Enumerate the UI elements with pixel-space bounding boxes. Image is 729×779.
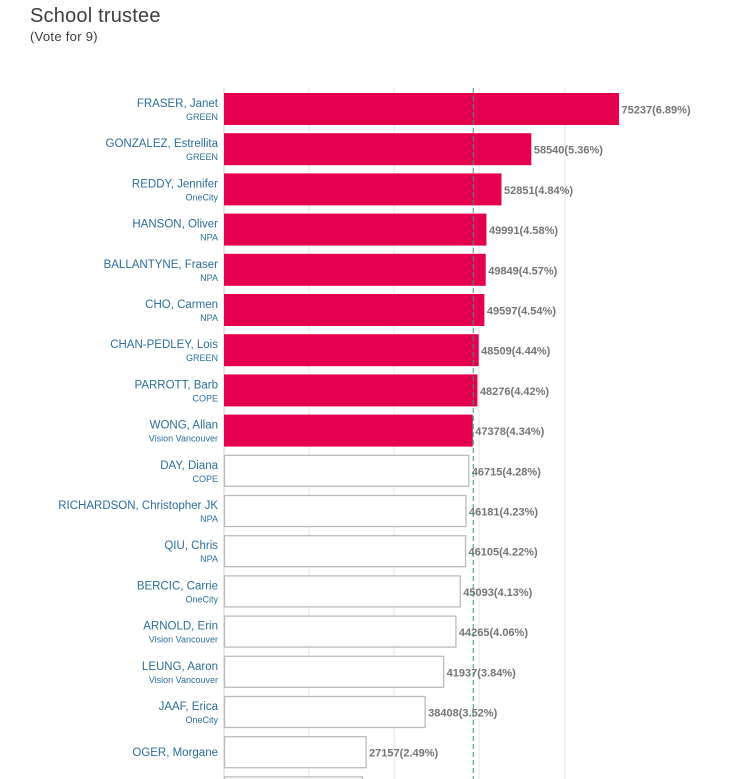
value-label-2: 58540(5.36%) xyxy=(534,145,603,157)
candidate-party-1: GREEN xyxy=(186,112,218,122)
value-label-17: 27157(2.49%) xyxy=(369,748,438,760)
value-label-6: 49597(4.54%) xyxy=(487,306,556,318)
bar-4 xyxy=(224,213,487,246)
labels-layer: FRASER, Janet GREEN 75237(6.89%) GONZALEZ, … xyxy=(58,98,691,760)
value-label-15: 41937(3.84%) xyxy=(447,667,516,679)
bar-8 xyxy=(224,374,478,407)
bar-11 xyxy=(223,494,467,528)
bars-layer xyxy=(223,93,619,779)
bar-1 xyxy=(224,93,619,125)
candidate-name-3: REDDY, Jennifer xyxy=(132,178,218,190)
value-label-9: 47378(4.34%) xyxy=(475,426,544,438)
candidate-name-4: HANSON, Oliver xyxy=(132,219,218,231)
candidate-name-2: GONZALEZ, Estrellita xyxy=(106,138,219,150)
candidate-party-9: Vision Vancouver xyxy=(149,434,218,444)
candidate-party-14: Vision Vancouver xyxy=(149,635,218,645)
bar-2 xyxy=(224,133,532,166)
candidate-party-13: OneCity xyxy=(185,594,218,604)
value-label-1: 75237(6.89%) xyxy=(622,105,691,117)
candidate-name-11: RICHARDSON, Christopher JK xyxy=(58,500,218,512)
candidate-name-15: LEUNG, Aaron xyxy=(142,661,218,673)
candidate-party-7: GREEN xyxy=(186,353,218,363)
page-subtitle: (Vote for 9) xyxy=(30,29,98,44)
bar-15 xyxy=(223,655,445,688)
candidate-party-3: OneCity xyxy=(185,192,218,202)
candidate-party-12: NPA xyxy=(200,554,218,564)
value-label-14: 44265(4.06%) xyxy=(459,627,528,639)
bar-16 xyxy=(223,695,426,729)
candidate-party-5: NPA xyxy=(200,273,218,283)
candidate-party-6: NPA xyxy=(200,313,218,323)
value-label-16: 38408(3.52%) xyxy=(428,708,497,720)
bar-3 xyxy=(224,173,502,206)
candidate-name-17: OGER, Morgane xyxy=(132,747,218,759)
candidate-name-12: QIU, Chris xyxy=(164,540,218,552)
value-label-4: 49991(4.58%) xyxy=(489,225,558,237)
value-label-5: 49849(4.57%) xyxy=(488,265,557,277)
bar-5 xyxy=(224,253,486,286)
value-label-13: 45093(4.13%) xyxy=(463,587,532,599)
bar-9 xyxy=(224,414,473,447)
bar-14 xyxy=(223,615,457,648)
candidate-name-7: CHAN-PEDLEY, Lois xyxy=(110,339,218,351)
page-title: School trustee xyxy=(30,5,161,27)
bar-6 xyxy=(224,294,485,326)
candidate-party-16: OneCity xyxy=(185,715,218,725)
value-label-8: 48276(4.42%) xyxy=(480,386,549,398)
candidate-party-2: GREEN xyxy=(186,152,218,162)
candidate-party-10: COPE xyxy=(192,474,218,484)
candidate-name-9: WONG, Allan xyxy=(150,420,218,432)
candidate-name-14: ARNOLD, Erin xyxy=(143,621,218,633)
bar-17 xyxy=(223,736,367,769)
candidate-party-8: COPE xyxy=(192,393,218,403)
bar-7 xyxy=(224,334,479,367)
candidate-name-5: BALLANTYNE, Fraser xyxy=(104,259,219,271)
candidate-party-4: NPA xyxy=(200,233,218,243)
candidate-name-6: CHO, Carmen xyxy=(145,299,218,311)
bar-partial xyxy=(223,776,364,779)
value-label-3: 52851(4.84%) xyxy=(504,185,573,197)
candidate-party-15: Vision Vancouver xyxy=(149,675,218,685)
candidate-party-11: NPA xyxy=(200,514,218,524)
candidate-name-8: PARROTT, Barb xyxy=(135,379,219,391)
candidate-name-1: FRASER, Janet xyxy=(137,98,219,110)
value-label-10: 46715(4.28%) xyxy=(472,466,541,478)
bar-12 xyxy=(223,535,467,568)
candidate-name-10: DAY, Diana xyxy=(160,460,218,472)
bar-10 xyxy=(223,454,470,487)
bar-13 xyxy=(223,575,461,608)
candidate-name-13: BERCIC, Carrie xyxy=(137,580,218,592)
value-label-7: 48509(4.44%) xyxy=(481,346,550,358)
value-label-12: 46105(4.22%) xyxy=(469,547,538,559)
candidate-name-16: JAAF, Erica xyxy=(159,701,219,713)
value-label-11: 46181(4.23%) xyxy=(469,507,538,519)
